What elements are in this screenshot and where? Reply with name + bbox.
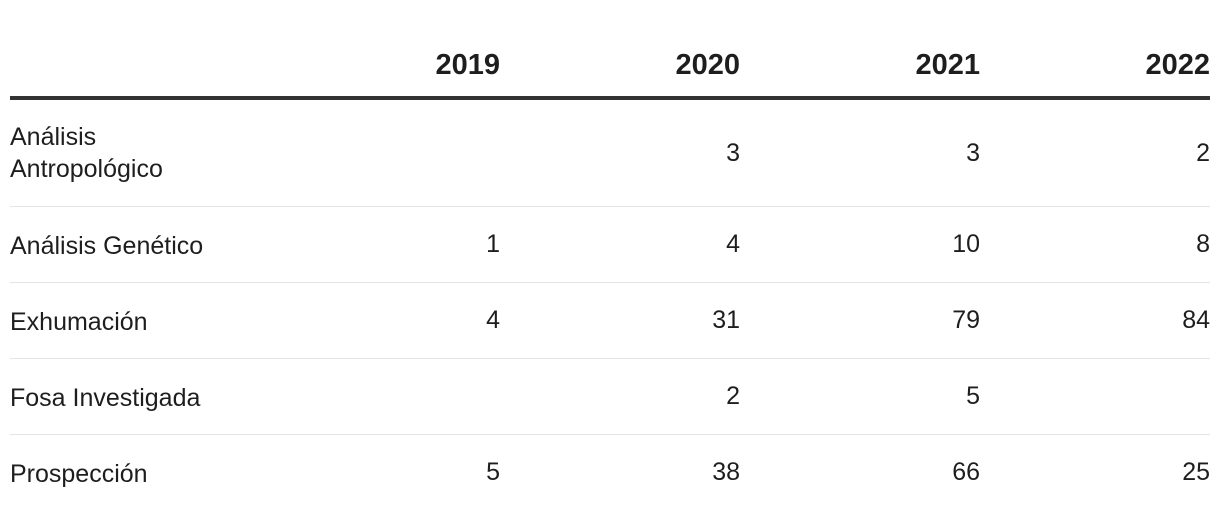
cell-value: 4	[500, 206, 740, 283]
cell-value: 25	[1182, 458, 1210, 486]
table-row: Fosa Investigada 2 5	[10, 358, 1210, 435]
cell-value: 2	[500, 358, 740, 435]
table-body: Análisis Antropológico 3 3 2 Análisis Ge…	[10, 98, 1210, 510]
table-row: Análisis Genético 1 4 10 8	[10, 206, 1210, 283]
cell-value: 79	[740, 282, 980, 359]
cell-value: 66	[952, 458, 980, 486]
cell-value	[260, 98, 500, 207]
row-label: Análisis Genético	[10, 206, 260, 283]
header-row: 2019 2020 2021 2022	[10, 0, 1210, 100]
header-year-2022: 2022	[980, 0, 1210, 100]
cell-value	[980, 358, 1210, 435]
row-label: Exhumación	[10, 282, 260, 359]
cell-value	[260, 358, 500, 435]
cell-value: 3	[500, 98, 740, 207]
table-row: Exhumación 4 31 79 84	[10, 282, 1210, 359]
table-header: 2019 2020 2021 2022	[10, 0, 1210, 100]
cell-value: 3	[740, 98, 980, 207]
row-label: Fosa Investigada	[10, 358, 260, 435]
cell-value: 10	[740, 206, 980, 283]
cell-value: 5	[486, 458, 500, 486]
cell-value: 8	[980, 206, 1210, 283]
row-label-line: Antropológico	[10, 155, 163, 183]
table-row: Análisis Antropológico 3 3 2	[10, 98, 1210, 207]
cell-value: 5	[740, 358, 980, 435]
data-table-container: 2019 2020 2021 2022 Análisis Antropológi…	[10, 0, 1210, 510]
cell-value: 31	[500, 282, 740, 359]
header-year-2019: 2019	[260, 0, 500, 100]
table-row: Prospección 5 38 66 25	[10, 435, 1210, 511]
cell-value: 4	[260, 282, 500, 359]
header-year-2020: 2020	[500, 0, 740, 100]
cell-value: 84	[980, 282, 1210, 359]
row-label: Análisis Antropológico	[10, 98, 260, 207]
cell-value: 2	[980, 98, 1210, 207]
cell-value: 38	[712, 458, 740, 486]
cell-value: 1	[260, 206, 500, 283]
row-label-line: Análisis	[10, 123, 97, 151]
header-label-cell	[10, 0, 260, 100]
row-label: Prospección	[10, 459, 148, 488]
header-year-2021: 2021	[740, 0, 980, 100]
data-table: 2019 2020 2021 2022 Análisis Antropológi…	[10, 0, 1210, 510]
